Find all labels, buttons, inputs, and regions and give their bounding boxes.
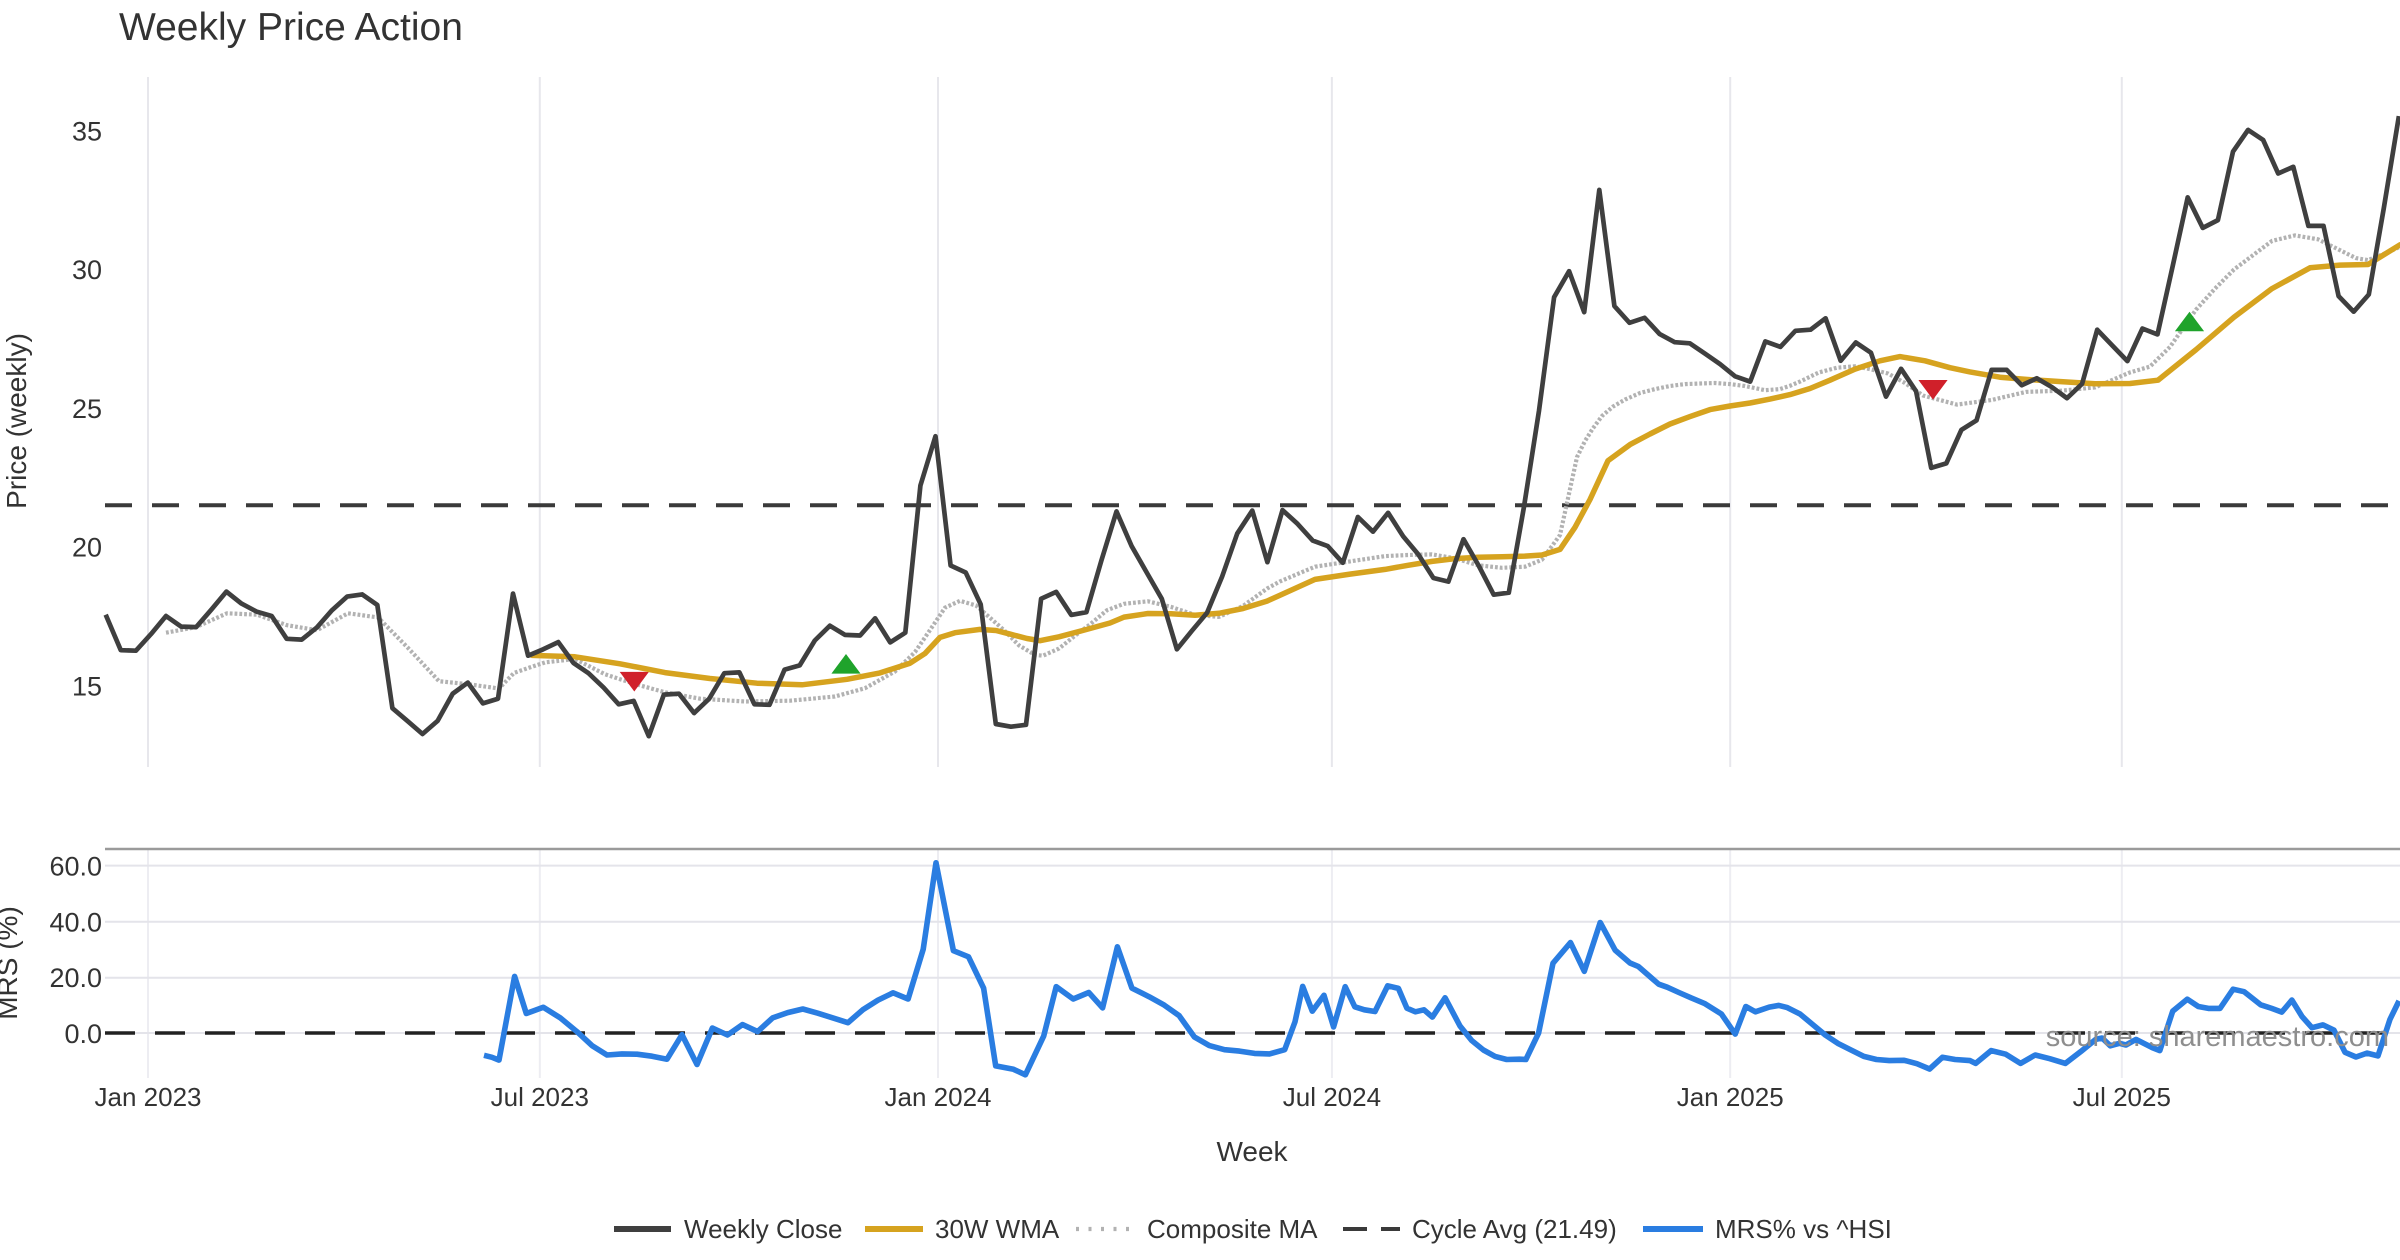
svg-text:60.0: 60.0 xyxy=(49,852,102,882)
svg-text:30: 30 xyxy=(72,255,102,285)
svg-text:30W WMA: 30W WMA xyxy=(935,1214,1060,1244)
svg-text:Jan 2024: Jan 2024 xyxy=(885,1082,992,1112)
svg-text:Jul 2024: Jul 2024 xyxy=(1283,1082,1381,1112)
svg-text:25: 25 xyxy=(72,394,102,424)
svg-text:40.0: 40.0 xyxy=(49,907,102,937)
svg-text:source: sharemaestro.com: source: sharemaestro.com xyxy=(2046,1021,2389,1053)
svg-text:Week: Week xyxy=(1216,1136,1288,1167)
svg-text:0.0: 0.0 xyxy=(64,1019,102,1049)
svg-text:20.0: 20.0 xyxy=(49,963,102,993)
svg-text:Weekly Price Action: Weekly Price Action xyxy=(119,6,463,49)
svg-text:Cycle Avg (21.49): Cycle Avg (21.49) xyxy=(1412,1214,1617,1244)
svg-text:20: 20 xyxy=(72,533,102,563)
svg-text:MRS% vs ^HSI: MRS% vs ^HSI xyxy=(1715,1214,1892,1244)
svg-text:15: 15 xyxy=(72,671,102,701)
svg-text:Jul 2025: Jul 2025 xyxy=(2073,1082,2171,1112)
svg-text:Composite MA: Composite MA xyxy=(1147,1214,1318,1244)
svg-text:Price (weekly): Price (weekly) xyxy=(1,333,32,509)
svg-text:Jul 2023: Jul 2023 xyxy=(491,1082,589,1112)
svg-text:MRS (%): MRS (%) xyxy=(0,906,23,1020)
svg-text:Jan 2023: Jan 2023 xyxy=(95,1082,202,1112)
svg-text:Jan 2025: Jan 2025 xyxy=(1677,1082,1784,1112)
svg-text:Weekly Close: Weekly Close xyxy=(684,1214,842,1244)
svg-text:35: 35 xyxy=(72,117,102,147)
